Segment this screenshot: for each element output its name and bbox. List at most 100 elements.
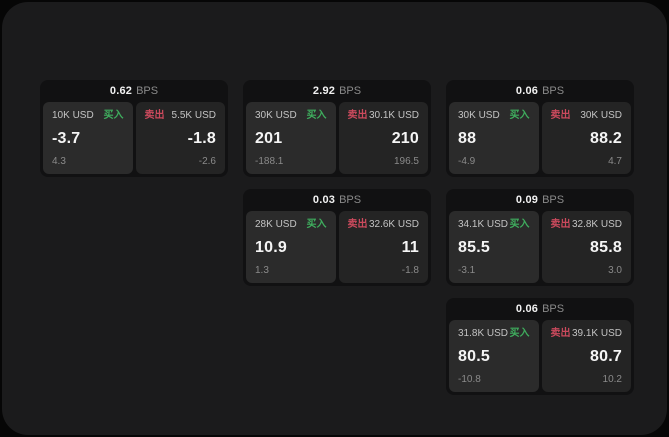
spread-header: 0.06 BPS — [446, 298, 634, 320]
sell-delta: -1.8 — [401, 265, 419, 276]
spread-value: 0.62 — [109, 85, 133, 97]
sell-delta: 4.7 — [608, 156, 622, 167]
spread-header: 2.92 BPS — [243, 80, 431, 102]
quote-card: 0.06 BPS 30K USD 买入 88 -4.9 卖出 30K USD 8… — [446, 80, 634, 177]
sell-label: 卖出 — [550, 219, 571, 230]
sell-label: 卖出 — [347, 110, 368, 121]
sell-panel[interactable]: 卖出 30K USD 88.2 4.7 — [541, 102, 631, 174]
buy-delta: 4.3 — [52, 156, 66, 167]
sell-panel[interactable]: 卖出 32.6K USD 11 -1.8 — [338, 211, 428, 283]
buy-price: 80.5 — [458, 347, 490, 365]
bps-unit-label: BPS — [542, 85, 565, 97]
buy-panel-top: 10K USD 买入 — [52, 110, 124, 121]
sell-delta: 196.5 — [393, 156, 419, 167]
buy-label: 买入 — [509, 110, 530, 121]
quote-card: 0.09 BPS 34.1K USD 买入 85.5 -3.1 卖出 32.8K… — [446, 189, 634, 286]
spread-header: 0.06 BPS — [446, 80, 634, 102]
buy-panel[interactable]: 10K USD 买入 -3.7 4.3 — [43, 102, 133, 174]
buy-amount: 34.1K USD — [458, 219, 509, 230]
sell-price: 11 — [401, 238, 419, 256]
buy-panel[interactable]: 28K USD 买入 10.9 1.3 — [246, 211, 336, 283]
buy-label: 买入 — [509, 328, 530, 339]
buy-label: 买入 — [103, 110, 124, 121]
buy-price: 88 — [458, 129, 477, 147]
sell-panel[interactable]: 卖出 30.1K USD 210 196.5 — [338, 102, 428, 174]
buy-amount: 31.8K USD — [458, 328, 509, 339]
buy-delta: 1.3 — [255, 265, 269, 276]
sell-amount: 30.1K USD — [368, 110, 419, 121]
buy-delta: -188.1 — [255, 156, 284, 167]
quote-card: 0.62 BPS 10K USD 买入 -3.7 4.3 卖出 5.5K USD… — [40, 80, 228, 177]
buy-panel-top: 31.8K USD 买入 — [458, 328, 530, 339]
card-body: 34.1K USD 买入 85.5 -3.1 卖出 32.8K USD 85.8… — [446, 211, 634, 286]
sell-price: 85.8 — [590, 238, 622, 256]
spread-value: 0.09 — [515, 194, 539, 206]
buy-price: 201 — [255, 129, 283, 147]
sell-amount: 5.5K USD — [171, 110, 216, 121]
spread-value: 0.03 — [312, 194, 336, 206]
sell-amount: 39.1K USD — [571, 328, 622, 339]
quote-card: 0.03 BPS 28K USD 买入 10.9 1.3 卖出 32.6K US… — [243, 189, 431, 286]
buy-panel[interactable]: 31.8K USD 买入 80.5 -10.8 — [449, 320, 539, 392]
buy-price: -3.7 — [52, 129, 81, 147]
buy-panel[interactable]: 30K USD 买入 201 -188.1 — [246, 102, 336, 174]
sell-amount: 30K USD — [580, 110, 622, 121]
buy-panel[interactable]: 30K USD 买入 88 -4.9 — [449, 102, 539, 174]
sell-panel-top: 卖出 39.1K USD — [551, 328, 623, 339]
bps-unit-label: BPS — [542, 303, 565, 315]
spread-header: 0.03 BPS — [243, 189, 431, 211]
sell-label: 卖出 — [550, 328, 571, 339]
buy-panel-top: 30K USD 买入 — [255, 110, 327, 121]
card-body: 31.8K USD 买入 80.5 -10.8 卖出 39.1K USD 80.… — [446, 320, 634, 395]
card-body: 30K USD 买入 201 -188.1 卖出 30.1K USD 210 1… — [243, 102, 431, 177]
buy-delta: -4.9 — [458, 156, 476, 167]
sell-delta: -2.6 — [198, 156, 216, 167]
sell-label: 卖出 — [550, 110, 571, 121]
sell-panel[interactable]: 卖出 5.5K USD -1.8 -2.6 — [135, 102, 225, 174]
sell-price: -1.8 — [187, 129, 216, 147]
buy-panel[interactable]: 34.1K USD 买入 85.5 -3.1 — [449, 211, 539, 283]
sell-panel-top: 卖出 30.1K USD — [348, 110, 420, 121]
sell-panel[interactable]: 卖出 39.1K USD 80.7 10.2 — [541, 320, 631, 392]
buy-amount: 10K USD — [52, 110, 94, 121]
sell-panel[interactable]: 卖出 32.8K USD 85.8 3.0 — [541, 211, 631, 283]
spread-header: 0.62 BPS — [40, 80, 228, 102]
sell-label: 卖出 — [144, 110, 165, 121]
buy-panel-top: 34.1K USD 买入 — [458, 219, 530, 230]
bps-unit-label: BPS — [339, 85, 362, 97]
sell-panel-top: 卖出 32.6K USD — [348, 219, 420, 230]
spread-value: 2.92 — [312, 85, 336, 97]
card-body: 28K USD 买入 10.9 1.3 卖出 32.6K USD 11 -1.8 — [243, 211, 431, 286]
sell-amount: 32.8K USD — [571, 219, 622, 230]
sell-panel-top: 卖出 30K USD — [551, 110, 623, 121]
card-body: 10K USD 买入 -3.7 4.3 卖出 5.5K USD -1.8 -2.… — [40, 102, 228, 177]
spread-value: 0.06 — [515, 303, 539, 315]
buy-delta: -3.1 — [458, 265, 476, 276]
bps-unit-label: BPS — [542, 194, 565, 206]
bps-unit-label: BPS — [136, 85, 159, 97]
sell-price: 80.7 — [590, 347, 622, 365]
quote-card: 0.06 BPS 31.8K USD 买入 80.5 -10.8 卖出 39.1… — [446, 298, 634, 395]
sell-amount: 32.6K USD — [368, 219, 419, 230]
buy-amount: 30K USD — [458, 110, 500, 121]
sell-label: 卖出 — [347, 219, 368, 230]
sell-panel-top: 卖出 5.5K USD — [145, 110, 217, 121]
buy-amount: 28K USD — [255, 219, 297, 230]
buy-label: 买入 — [306, 110, 327, 121]
buy-label: 买入 — [509, 219, 530, 230]
card-body: 30K USD 买入 88 -4.9 卖出 30K USD 88.2 4.7 — [446, 102, 634, 177]
buy-panel-top: 30K USD 买入 — [458, 110, 530, 121]
quotes-grid: 0.62 BPS 10K USD 买入 -3.7 4.3 卖出 5.5K USD… — [40, 80, 634, 395]
buy-delta: -10.8 — [458, 374, 481, 385]
buy-price: 85.5 — [458, 238, 490, 256]
sell-price: 88.2 — [590, 129, 622, 147]
sell-panel-top: 卖出 32.8K USD — [551, 219, 623, 230]
buy-label: 买入 — [306, 219, 327, 230]
quote-card: 2.92 BPS 30K USD 买入 201 -188.1 卖出 30.1K … — [243, 80, 431, 177]
buy-price: 10.9 — [255, 238, 287, 256]
buy-amount: 30K USD — [255, 110, 297, 121]
buy-panel-top: 28K USD 买入 — [255, 219, 327, 230]
sell-delta: 10.2 — [602, 374, 622, 385]
